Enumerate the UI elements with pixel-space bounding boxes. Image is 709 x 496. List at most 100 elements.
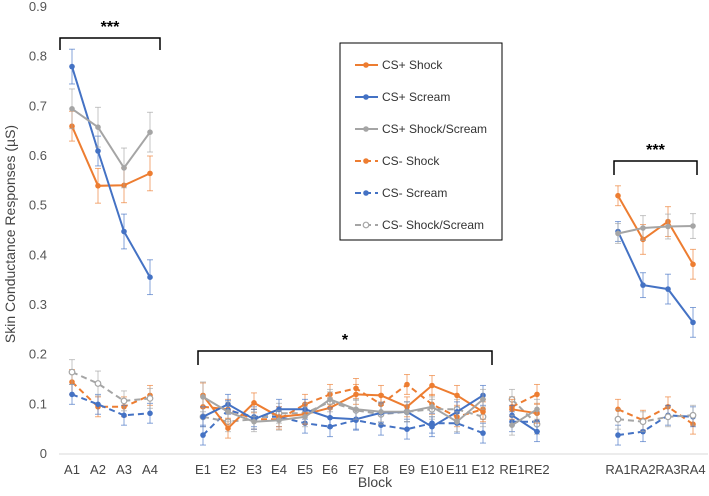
data-point	[147, 274, 153, 281]
data-point	[147, 170, 153, 177]
data-point	[480, 396, 486, 403]
data-point	[690, 319, 696, 326]
data-point	[615, 432, 621, 438]
data-point	[302, 414, 308, 420]
data-point	[689, 411, 697, 419]
data-point	[120, 397, 128, 405]
data-point	[614, 415, 622, 423]
series-line	[71, 107, 151, 170]
significance-label: *	[342, 332, 349, 349]
legend-marker	[363, 190, 369, 196]
data-point	[639, 418, 647, 426]
significance-label: ***	[646, 142, 665, 159]
series-line	[71, 125, 151, 187]
x-tick-label: E2	[220, 462, 236, 477]
data-point	[200, 432, 206, 438]
data-point	[200, 394, 206, 400]
legend-label: CS+ Scream	[382, 90, 450, 104]
data-point	[225, 409, 231, 415]
data-point	[225, 425, 231, 432]
data-point	[69, 63, 75, 70]
x-tick-label: E4	[271, 462, 287, 477]
data-point	[690, 261, 696, 268]
data-point	[251, 418, 257, 425]
data-point	[94, 380, 102, 387]
y-tick-label: 0.7	[29, 98, 47, 113]
data-point	[68, 368, 76, 376]
data-point	[121, 412, 127, 419]
x-tick-label: A1	[64, 462, 80, 477]
x-axis-title: Block	[358, 474, 393, 490]
data-point	[69, 106, 75, 112]
series-line	[617, 195, 694, 265]
legend-label: CS- Shock/Scream	[382, 218, 484, 232]
data-point	[480, 430, 486, 436]
data-point	[454, 392, 460, 399]
series-line	[617, 414, 694, 437]
series-line	[202, 394, 484, 428]
significance-bracket	[59, 37, 161, 50]
x-tick-label: E9	[399, 462, 415, 477]
significance-label: ***	[101, 19, 120, 36]
data-point	[95, 124, 101, 130]
data-point	[404, 409, 410, 415]
data-point	[664, 413, 672, 421]
data-point	[327, 396, 333, 403]
series-line	[71, 381, 151, 408]
legend-label: CS+ Shock	[382, 58, 443, 72]
series-line	[71, 393, 151, 417]
series-line	[617, 225, 694, 235]
x-tick-label: E1	[195, 462, 211, 477]
legend-marker	[363, 62, 369, 68]
series-group	[69, 88, 696, 436]
data-point	[615, 192, 621, 199]
x-tick-label: E11	[446, 462, 468, 477]
x-tick-label: RA2	[630, 462, 655, 477]
x-tick-label: E8	[373, 462, 389, 477]
x-tick-label: A2	[90, 462, 106, 477]
data-point	[69, 391, 75, 398]
legend-label: CS+ Shock/Scream	[382, 122, 487, 136]
x-tick-label: E10	[420, 462, 443, 477]
series-line	[511, 398, 538, 425]
data-point	[147, 129, 153, 135]
y-tick-label: 0.8	[29, 49, 47, 64]
series-layer	[68, 48, 697, 446]
x-axis-ticks: A1 A2 A3 A4 E1 E2 E3 E4 E5 E6 E7 E8 E9 E10 E11 E12 RE1 RE…	[64, 462, 706, 477]
y-tick-label: 0.6	[29, 148, 47, 163]
data-point	[276, 417, 282, 424]
data-point	[251, 400, 257, 406]
x-tick-label: RA3	[655, 462, 680, 477]
series-line	[202, 409, 484, 436]
data-point	[429, 404, 435, 410]
data-point	[95, 183, 101, 189]
x-tick-label: E5	[297, 462, 313, 477]
legend-box	[339, 42, 503, 241]
data-point	[534, 406, 540, 413]
series-line	[202, 396, 484, 423]
x-tick-label: RE1	[499, 462, 524, 477]
data-point	[665, 223, 671, 230]
data-point	[615, 230, 621, 237]
data-point	[454, 418, 460, 425]
data-point	[534, 391, 540, 398]
data-point	[640, 282, 646, 288]
data-point	[665, 286, 671, 292]
data-point	[404, 381, 410, 388]
data-point	[690, 223, 696, 229]
data-point	[121, 165, 127, 171]
data-point	[146, 395, 154, 402]
x-tick-label: A3	[116, 462, 132, 477]
data-point	[353, 406, 359, 413]
data-point	[429, 382, 435, 389]
data-point	[534, 428, 540, 435]
y-tick-label: 0.3	[29, 297, 47, 312]
legend-marker	[363, 94, 369, 100]
series-line	[71, 66, 151, 278]
y-tick-label: 0.2	[29, 347, 47, 362]
x-tick-label: E6	[322, 462, 338, 477]
x-tick-label: RE2	[524, 462, 549, 477]
x-tick-label: RA4	[680, 462, 705, 477]
x-tick-label: E12	[471, 462, 494, 477]
